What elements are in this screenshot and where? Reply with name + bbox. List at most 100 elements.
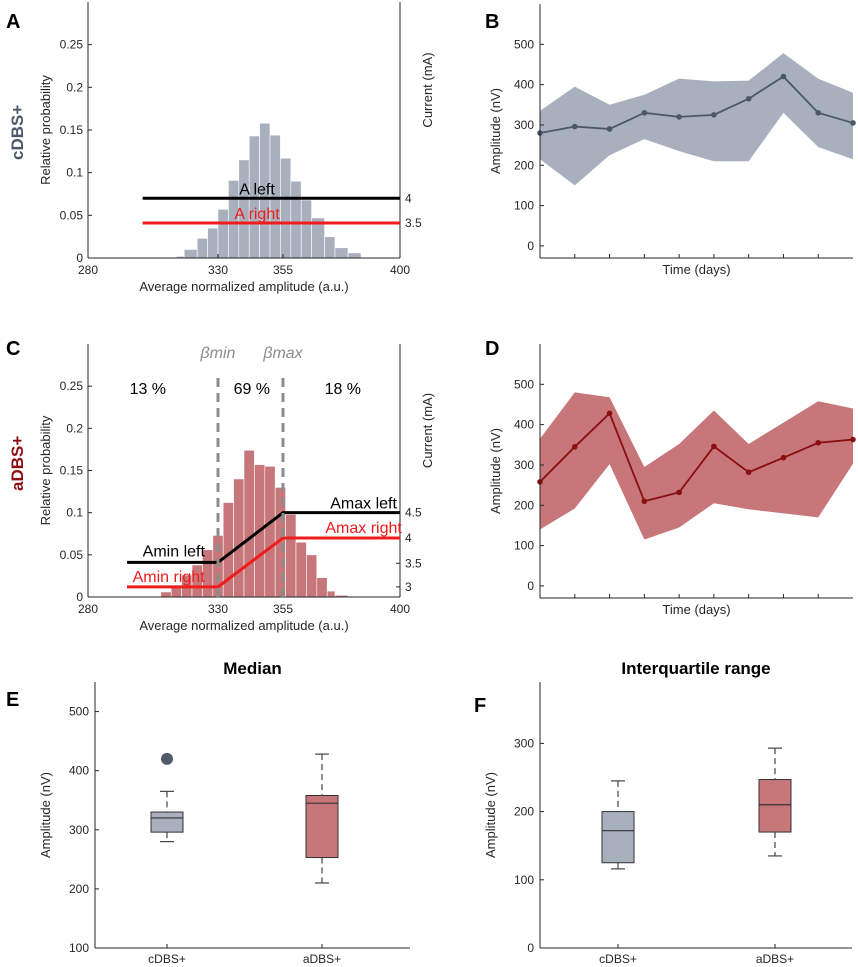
median-point (641, 498, 648, 505)
y-tick-label: 0.15 (60, 123, 84, 137)
y-tick-label: 100 (514, 873, 534, 887)
y-tick-label: 0 (76, 590, 83, 604)
histogram-bar (170, 586, 182, 598)
histogram-bar (183, 249, 198, 259)
median-point (780, 454, 787, 461)
panel-label-a: A (6, 11, 20, 33)
y-tick-label: 0 (527, 941, 534, 955)
line-label: Amin left (143, 544, 206, 561)
box (150, 811, 184, 833)
line-label: A right (234, 206, 280, 223)
median-point (850, 436, 856, 443)
panel-label-d: D (485, 338, 499, 360)
y2-tick-label: 4.5 (405, 506, 422, 520)
x-tick-label: aDBS+ (303, 952, 341, 966)
histogram-bar (285, 514, 297, 598)
x-tick-label: cDBS+ (148, 952, 186, 966)
box (758, 779, 792, 833)
line-label: Amax left (330, 495, 397, 512)
y-tick-label: 0.05 (60, 548, 84, 562)
x-tick-label: aDBS+ (756, 952, 794, 966)
median-point (815, 439, 822, 446)
x-tick-label: 330 (208, 263, 228, 277)
histogram-bar (196, 238, 208, 259)
row-label-cdbs: cDBS+ (8, 105, 27, 160)
box-title: Median (223, 659, 282, 678)
panel-label-c: C (6, 338, 20, 360)
y-tick-label: 300 (514, 736, 534, 750)
y2-tick-label: 3 (405, 580, 412, 594)
histogram-bar (264, 465, 276, 598)
box-title: Interquartile range (621, 659, 770, 678)
median-point (815, 110, 822, 116)
y-tick-label: 0 (76, 251, 83, 265)
y2-axis-label: Current (mA) (420, 52, 435, 127)
line-label: A left (239, 181, 275, 198)
median-point (745, 95, 752, 102)
y-tick-label: 400 (69, 764, 89, 778)
panel-label-f: F (474, 695, 486, 717)
y-tick-label: 500 (514, 377, 534, 391)
median-point (780, 73, 787, 80)
plots: 0 0.05 0.1 0.15 0.2 0.25 280 330 355 400 4 3.5 Avera… (38, 2, 856, 966)
percent-label: 13 % (130, 381, 166, 398)
y-tick-label: 400 (514, 418, 534, 432)
y-tick-label: 0.05 (60, 208, 84, 222)
median-point (606, 410, 613, 417)
y-tick-label: 200 (514, 498, 534, 512)
y2-tick-label: 3.5 (405, 556, 422, 570)
x-tick-label: cDBS+ (599, 952, 637, 966)
y-tick-label: 300 (69, 823, 89, 837)
x-tick-label: 355 (273, 602, 293, 616)
y-tick-label: 0 (527, 579, 534, 593)
x-axis-label: Average normalized amplitude (a.u.) (139, 618, 348, 633)
y2-tick-label: 3.5 (405, 216, 422, 230)
current-line (127, 511, 400, 564)
y-tick-label: 0.25 (60, 38, 84, 52)
boxplot-E: Median 100 200 300 400 500 Amplitude (nV) cDBS+… (38, 659, 410, 966)
line-label: Amin right (133, 569, 206, 586)
x-axis-label: Time (days) (662, 602, 730, 617)
iqr-band (540, 392, 853, 540)
y2-tick-label: 4 (405, 531, 412, 545)
median-line (539, 75, 854, 134)
y-tick-label: 200 (69, 882, 89, 896)
y-axis-label: Relative probability (38, 415, 53, 525)
y-axis-label: Amplitude (nV) (488, 428, 503, 514)
threshold-label: βmax (262, 345, 303, 362)
iqr-band (540, 53, 853, 186)
histogram-bar (300, 199, 312, 259)
histogram-bar (207, 227, 219, 259)
median-point (676, 114, 682, 120)
x-axis-label: Average normalized amplitude (a.u.) (139, 279, 348, 294)
median-point (711, 443, 717, 450)
outlier-point (161, 752, 173, 765)
timeseries-B: 0 100 200 300 400 500 Time (days) Amplitude (nV… (488, 4, 856, 277)
x-tick-label: 330 (208, 602, 228, 616)
y-axis-label: Amplitude (nV) (488, 88, 503, 174)
y-tick-label: 0.1 (66, 506, 83, 520)
histogram-bar (324, 236, 336, 259)
y-tick-label: 100 (514, 539, 534, 553)
panel-label-e: E (6, 689, 19, 711)
y-tick-label: 200 (514, 158, 534, 172)
x-tick-label: 355 (273, 263, 293, 277)
histogram-A: 0 0.05 0.1 0.15 0.2 0.25 280 330 355 400 4 3.5 Avera… (38, 2, 435, 294)
median-point (745, 469, 752, 476)
y-tick-label: 0.25 (60, 379, 84, 393)
panel-label-b: B (485, 11, 499, 33)
histogram-bar (233, 478, 245, 598)
median-point (711, 112, 717, 118)
histogram-bar (290, 180, 302, 259)
histogram-bar (326, 590, 336, 598)
y-tick-label: 500 (69, 705, 89, 719)
x-tick-label: 280 (78, 263, 98, 277)
median-point (676, 489, 682, 496)
median-point (571, 444, 578, 450)
boxplot-F: Interquartile range 0 100 200 300 Amplitude (… (483, 659, 852, 966)
histogram-bar (160, 591, 172, 598)
x-tick-label: 400 (390, 263, 410, 277)
box (601, 811, 635, 864)
y-tick-label: 0.2 (66, 421, 83, 435)
